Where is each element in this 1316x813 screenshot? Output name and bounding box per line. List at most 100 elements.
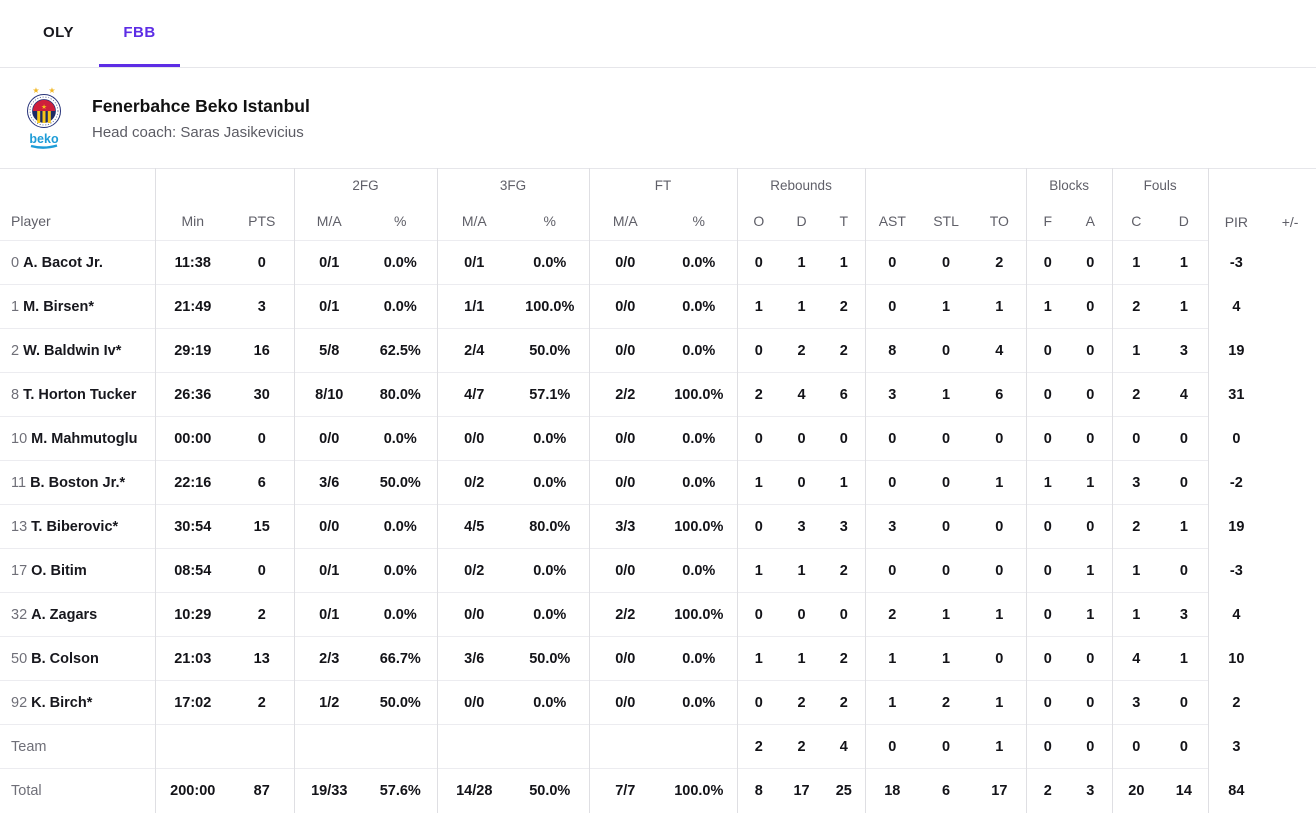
cell-reb-o: 0	[736, 680, 781, 725]
cell-pir: 19	[1207, 328, 1265, 373]
cell-reb-t: 1	[823, 460, 866, 505]
logo-wordmark: beko	[29, 132, 59, 146]
cell-blk-a: 0	[1069, 372, 1113, 417]
player-cell: 17 O. Bitim	[0, 548, 155, 593]
cell-ast: 2	[864, 592, 920, 637]
cell-min: 200:00	[154, 768, 230, 813]
player-name: W. Baldwin Iv*	[23, 342, 122, 359]
cell-ft-pct: 0.0%	[661, 240, 738, 285]
cell-3fg-pct: 0.0%	[511, 460, 590, 505]
cell-ft-ma: 0/0	[588, 548, 662, 593]
cell-reb-t: 2	[823, 636, 866, 681]
column-header-row: Player Min PTS M/A% M/A% M/A% O D T AST STL TO F A C D P…	[0, 202, 1316, 241]
tab-fbb[interactable]: FBB	[99, 0, 180, 67]
summary-row: Total 200:00 87 19/33 57.6% 14/28 50.0% 7/7 100.…	[0, 768, 1316, 813]
cell-blk-f: 1	[1025, 460, 1070, 505]
cell-blk-f: 0	[1025, 724, 1070, 769]
cell-blk-f: 0	[1025, 548, 1070, 593]
cell-pir: 2	[1207, 680, 1265, 725]
table-header: 2FG 3FG FT Rebounds Blocks Fouls Player Min PTS…	[0, 168, 1316, 241]
cell-blk-a: 0	[1069, 724, 1113, 769]
row-label-cell: Team	[0, 724, 155, 769]
cell-3fg-pct: 80.0%	[511, 504, 590, 549]
cell-3fg-pct	[511, 724, 590, 769]
cell-pts	[230, 724, 294, 769]
cell-blk-a: 0	[1069, 328, 1113, 373]
cell-3fg-pct: 0.0%	[511, 548, 590, 593]
cell-reb-d: 0	[780, 460, 824, 505]
cell-plusminus	[1264, 549, 1316, 593]
cell-ft-pct: 0.0%	[661, 636, 738, 681]
cell-blk-f: 0	[1025, 636, 1070, 681]
cell-2fg-ma: 3/6	[293, 460, 364, 505]
tab-oly[interactable]: OLY	[43, 23, 74, 41]
cell-foul-d: 0	[1160, 416, 1209, 461]
cell-foul-d: 0	[1160, 724, 1209, 769]
column-header-ft-pct: %	[692, 213, 705, 230]
cell-reb-t: 2	[823, 284, 866, 329]
cell-2fg-ma: 0/1	[293, 284, 364, 329]
cell-blk-f: 0	[1025, 240, 1070, 285]
cell-pts: 3	[230, 284, 294, 329]
cell-ft-pct: 0.0%	[661, 416, 738, 461]
cell-reb-t: 6	[823, 372, 866, 417]
cell-blk-f: 0	[1025, 416, 1070, 461]
cell-plusminus	[1264, 329, 1316, 373]
group-header-spacer	[864, 168, 1027, 203]
cell-min: 26:36	[154, 372, 230, 417]
cell-min: 21:03	[154, 636, 230, 681]
group-header-rebounds: Rebounds	[736, 168, 866, 203]
cell-plusminus	[1264, 505, 1316, 549]
cell-pts: 2	[230, 592, 294, 637]
cell-ast: 3	[864, 504, 920, 549]
cell-pts: 16	[230, 328, 294, 373]
cell-ast: 1	[864, 636, 920, 681]
column-header-blk-f: F	[1025, 202, 1070, 241]
player-cell: 1 M. Birsen*	[0, 284, 155, 329]
cell-stl: 1	[919, 372, 974, 417]
cell-3fg-ma: 0/1	[436, 240, 512, 285]
cell-stl: 1	[919, 636, 974, 681]
cell-foul-d: 1	[1160, 636, 1209, 681]
cell-blk-a: 1	[1069, 548, 1113, 593]
cell-foul-c: 3	[1111, 680, 1161, 725]
cell-ft-ma: 0/0	[588, 240, 662, 285]
cell-ft-ma: 0/0	[588, 636, 662, 681]
cell-foul-c: 0	[1111, 724, 1161, 769]
cell-min: 10:29	[154, 592, 230, 637]
cell-2fg-ma: 0/1	[293, 240, 364, 285]
cell-foul-c: 4	[1111, 636, 1161, 681]
column-header-blk-a: A	[1085, 213, 1095, 230]
cell-2fg-ma: 0/0	[293, 504, 364, 549]
table-row: 0 A. Bacot Jr. 11:38 0 0/1 0.0% 0/1 0.0% 0/0 0.0%…	[0, 240, 1316, 285]
player-cell: 8 T. Horton Tucker	[0, 372, 155, 417]
cell-foul-d: 3	[1160, 328, 1209, 373]
player-name: A. Zagars	[31, 606, 98, 623]
cell-ft-pct: 0.0%	[661, 460, 738, 505]
cell-reb-d: 3	[780, 504, 824, 549]
cell-foul-d: 4	[1160, 372, 1209, 417]
cell-3fg-ma: 14/28	[436, 768, 512, 813]
cell-plusminus	[1264, 725, 1316, 769]
cell-ft-ma: 0/0	[588, 284, 662, 329]
group-header-3fg: 3FG	[436, 168, 590, 203]
player-cell: 92 K. Birch*	[0, 680, 155, 725]
cell-min: 00:00	[154, 416, 230, 461]
column-header-3fg-pct: %	[543, 213, 556, 230]
column-header-2fg-pct: %	[394, 213, 407, 230]
cell-2fg-pct: 80.0%	[364, 372, 438, 417]
cell-plusminus	[1264, 373, 1316, 417]
cell-stl: 6	[919, 768, 974, 813]
cell-plusminus	[1264, 285, 1316, 329]
column-header-reb-o: O	[736, 202, 781, 241]
group-header-2fg: 2FG	[293, 168, 438, 203]
cell-foul-d: 0	[1160, 548, 1209, 593]
table-row: 2 W. Baldwin Iv* 29:19 16 5/8 62.5% 2/4 50.0% 0/…	[0, 328, 1316, 373]
cell-pts: 15	[230, 504, 294, 549]
cell-2fg-pct: 66.7%	[364, 636, 438, 681]
cell-foul-c: 2	[1111, 372, 1161, 417]
player-number: 2	[11, 342, 20, 359]
cell-ft-pct: 100.0%	[661, 504, 738, 549]
cell-foul-c: 2	[1111, 284, 1161, 329]
cell-2fg-ma: 8/10	[293, 372, 364, 417]
